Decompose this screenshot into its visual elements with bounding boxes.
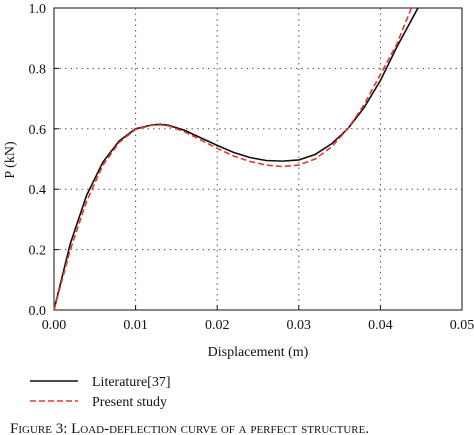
line [53, 7, 419, 311]
legend-label: Present study [92, 395, 167, 410]
x-axis-label: Displacement (m) [208, 345, 309, 360]
x-tick-label: 0.01 [123, 318, 148, 333]
x-tick-label: 0.02 [205, 318, 230, 333]
y-tick-label: 0.8 [29, 62, 47, 77]
line [53, 7, 413, 311]
x-tick-label: 0.00 [42, 318, 67, 333]
legend-label: Literature[37] [92, 375, 171, 390]
x-tick-label: 0.03 [287, 318, 312, 333]
x-tick-label: 0.04 [368, 318, 393, 333]
y-tick-label: 0.2 [29, 244, 47, 259]
y-tick-label: 0.6 [29, 123, 47, 138]
y-tick-label: 0.0 [29, 304, 47, 319]
caption: Figure 3: Load-deflection curve of a per… [10, 421, 369, 435]
plot-frame [53, 7, 463, 311]
y-tick-label: 1.0 [29, 2, 47, 17]
y-tick-label: 0.4 [29, 183, 47, 198]
x-tick-label: 0.05 [450, 318, 474, 333]
y-axis-label: P (kN) [3, 141, 18, 179]
